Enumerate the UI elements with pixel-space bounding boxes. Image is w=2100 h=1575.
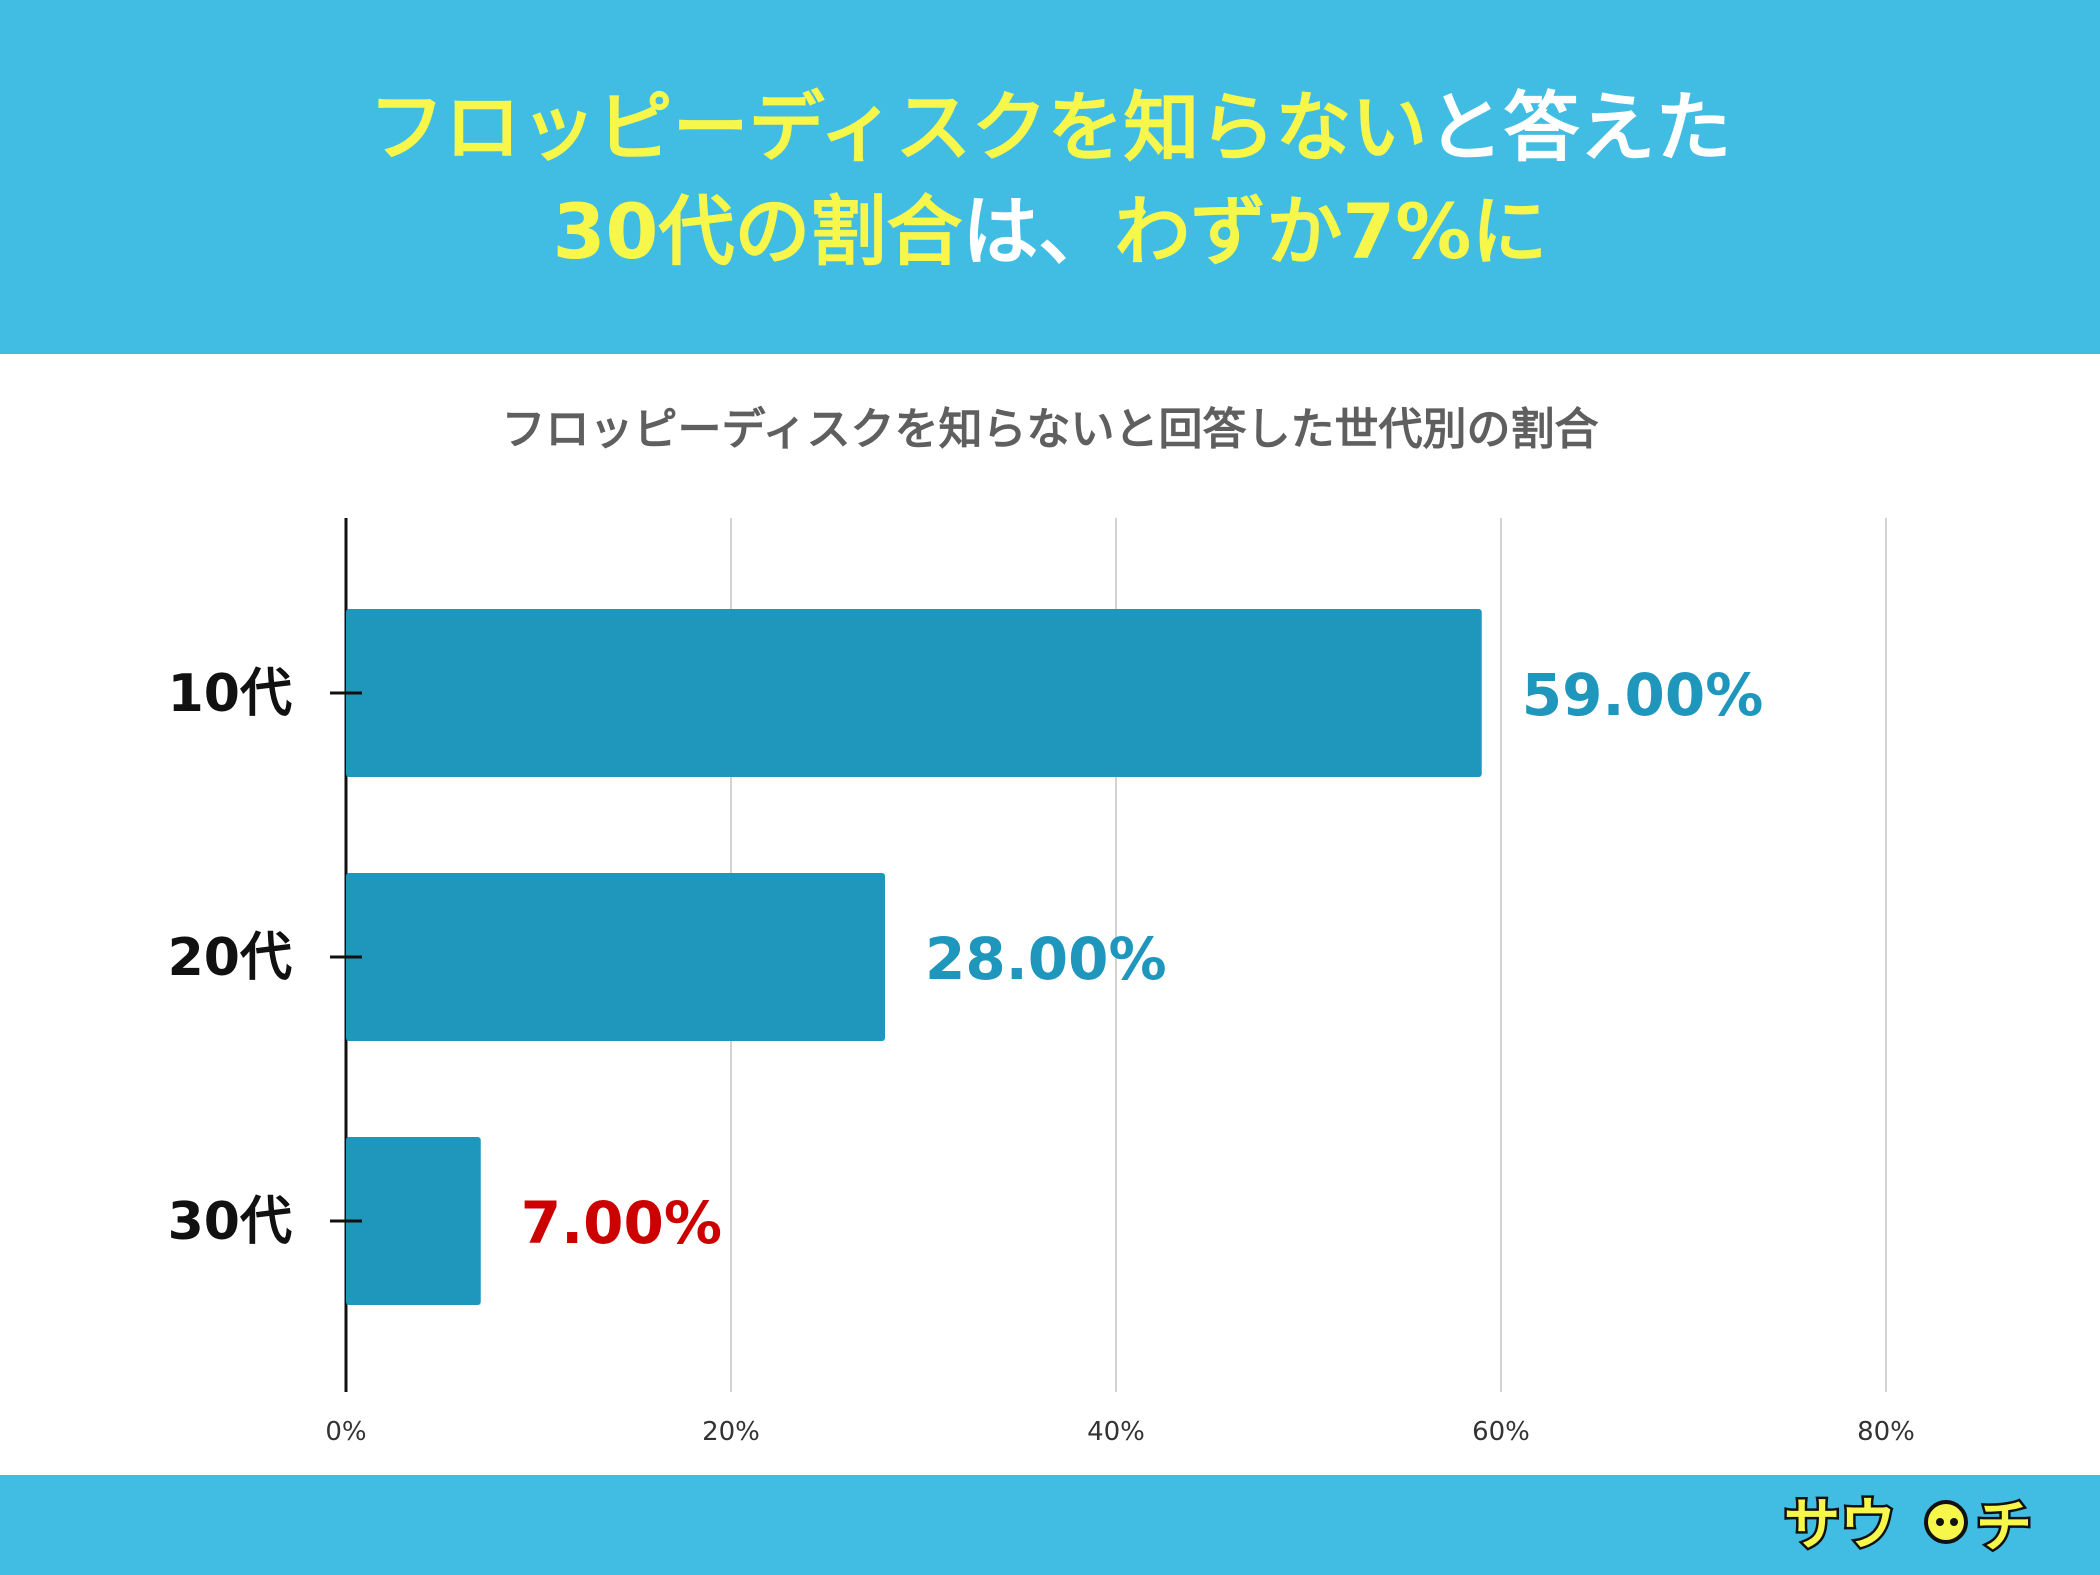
svg-text:チ: チ	[1976, 1495, 2032, 1558]
headline-text-2: は、	[962, 187, 1115, 276]
x-tick-labels: 0% 20% 40% 60% 80%	[325, 1417, 1915, 1447]
data-label: 59.00%	[1522, 661, 1764, 729]
bar-1	[346, 609, 1482, 777]
site-logo: サウ チ	[1782, 1491, 2035, 1559]
header-banner: フロッピーディスクを知らないと答えた 30代の割合は、わずか7%に	[0, 0, 2100, 354]
x-tick-label: 40%	[1087, 1417, 1145, 1447]
headline-line-1: フロッピーディスクを知らないと答えた	[0, 78, 2100, 178]
headline-line-2: 30代の割合は、わずか7%に	[0, 182, 2100, 282]
bar-3	[346, 1137, 481, 1305]
category-labels: 10代 20代 30代	[168, 664, 362, 1252]
headline-highlight-1: フロッピーディスクを知らない	[368, 83, 1428, 172]
bar-2	[346, 873, 885, 1041]
footer-banner	[0, 1475, 2100, 1575]
mascot-icon	[1924, 1500, 1968, 1544]
bars	[346, 609, 1482, 1305]
x-tick-label: 0%	[325, 1417, 366, 1447]
svg-text:サウ: サウ	[1784, 1493, 1896, 1558]
data-label: 7.00%	[521, 1189, 722, 1257]
category-label: 20代	[168, 928, 292, 988]
x-tick-label: 80%	[1857, 1417, 1915, 1447]
data-label: 28.00%	[925, 925, 1167, 993]
category-label: 30代	[168, 1192, 292, 1252]
value-labels: 59.00% 28.00% 7.00%	[521, 661, 1764, 1257]
chart-title: フロッピーディスクを知らないと回答した世代別の割合	[501, 404, 1599, 455]
headline-highlight-2: 30代の割合	[552, 187, 963, 276]
headline-highlight-3: わずか7%に	[1114, 187, 1548, 276]
x-tick-label: 20%	[702, 1417, 760, 1447]
category-label: 10代	[168, 664, 292, 724]
headline-text-1: と答えた	[1427, 83, 1732, 172]
bar-chart: 59.00% 28.00% 7.00% 10代 20代 30代 0% 20% 40% 60% 8…	[168, 518, 1915, 1447]
x-tick-label: 60%	[1472, 1417, 1530, 1447]
